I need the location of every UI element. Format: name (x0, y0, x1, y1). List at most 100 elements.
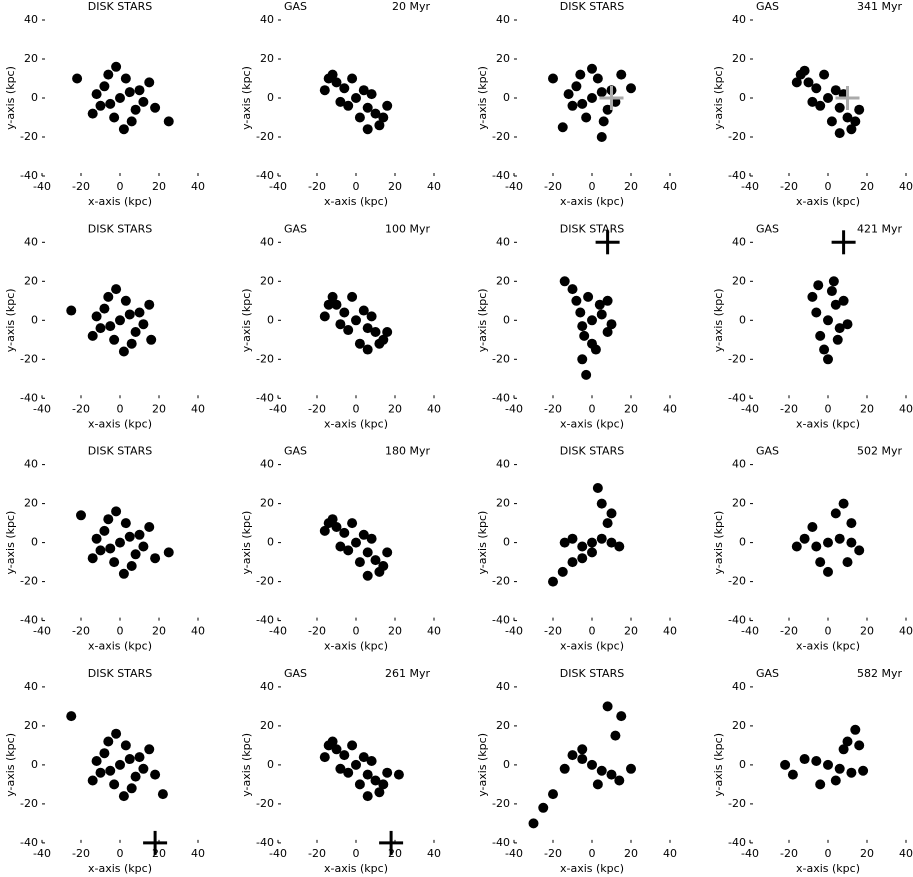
point (577, 744, 588, 755)
y-axis-label: y-axis (kpc) (712, 733, 725, 797)
x-tick-label: 40 (663, 625, 677, 638)
point (95, 100, 106, 111)
point (575, 307, 586, 318)
point (807, 96, 818, 107)
y-axis-label: y-axis (kpc) (476, 288, 489, 352)
y-tick-label: -20 (20, 130, 38, 143)
point (842, 319, 853, 330)
x-tick-label: 40 (663, 180, 677, 193)
point (87, 330, 98, 341)
y-axis-label: y-axis (kpc) (4, 66, 17, 130)
point (103, 291, 114, 302)
x-axis-label: x-axis (kpc) (324, 417, 388, 430)
point (587, 315, 597, 326)
point (382, 767, 393, 778)
point (354, 112, 365, 123)
point (842, 112, 853, 123)
y-tick-label: -20 (492, 352, 510, 365)
point (124, 754, 135, 765)
y-axis-label: y-axis (kpc) (240, 66, 253, 130)
y-tick-label: 40 (496, 13, 510, 26)
point (581, 112, 592, 123)
point (548, 576, 558, 587)
panel-annotation: 20 Myr (392, 0, 430, 13)
x-tick-label: -40 (505, 625, 523, 638)
y-tick-label: 20 (260, 274, 274, 287)
point (339, 750, 350, 761)
point (144, 744, 155, 755)
x-axis-label: x-axis (kpc) (324, 862, 388, 875)
x-tick-label: 40 (427, 847, 441, 860)
y-tick-label: 20 (732, 497, 746, 510)
point (124, 531, 135, 542)
point (115, 537, 125, 548)
point (838, 295, 849, 306)
point (138, 319, 149, 330)
point (602, 327, 613, 337)
y-tick-label: 40 (732, 235, 746, 248)
point (362, 124, 373, 135)
point (95, 545, 106, 556)
point (362, 570, 373, 581)
point (138, 763, 149, 774)
x-tick-label: -20 (72, 180, 90, 193)
point (382, 327, 393, 337)
point (587, 759, 597, 770)
y-tick-label: -20 (728, 352, 746, 365)
point (854, 545, 865, 556)
point (103, 514, 114, 525)
y-tick-label: -40 (728, 614, 746, 627)
panel-annotation: 502 Myr (857, 445, 902, 458)
y-tick-label: -40 (728, 836, 746, 849)
y-tick-label: -40 (20, 836, 38, 849)
point (335, 763, 346, 774)
y-tick-label: 40 (496, 458, 510, 471)
point (592, 483, 603, 493)
point (343, 325, 354, 336)
point (567, 750, 578, 761)
point (850, 116, 861, 127)
point (323, 299, 334, 310)
y-tick-label: 40 (24, 458, 38, 471)
x-tick-label: -20 (72, 402, 90, 415)
point (846, 537, 857, 548)
point (811, 756, 822, 766)
point (362, 102, 373, 113)
y-tick-label: 0 (267, 536, 274, 549)
y-tick-label: -20 (20, 575, 38, 588)
point (347, 73, 358, 84)
point (616, 69, 627, 80)
point (335, 96, 346, 107)
point (138, 541, 149, 552)
x-tick-label: -40 (505, 402, 523, 415)
x-tick-label: -40 (741, 402, 759, 415)
y-tick-label: 0 (739, 313, 746, 326)
x-axis-label: x-axis (kpc) (796, 640, 860, 653)
point (109, 779, 120, 790)
point (548, 789, 558, 800)
x-axis-label: x-axis (kpc) (88, 195, 152, 208)
point (319, 752, 330, 763)
point (838, 744, 849, 755)
point (144, 299, 155, 310)
point (134, 529, 145, 540)
point (626, 83, 636, 94)
x-tick-label: 40 (191, 625, 205, 638)
y-tick-label: -40 (728, 169, 746, 182)
point (828, 276, 839, 287)
point (846, 518, 857, 529)
panel-title: GAS (284, 0, 307, 13)
point (596, 87, 607, 98)
y-tick-label: -40 (492, 614, 510, 627)
x-tick-label: 20 (152, 402, 166, 415)
point (538, 802, 549, 813)
point (791, 77, 802, 88)
point (120, 518, 131, 529)
point (791, 541, 802, 552)
x-tick-label: -20 (308, 180, 326, 193)
point (596, 533, 607, 544)
point (842, 736, 853, 747)
point (838, 498, 849, 509)
point (826, 116, 837, 127)
point (528, 818, 539, 829)
